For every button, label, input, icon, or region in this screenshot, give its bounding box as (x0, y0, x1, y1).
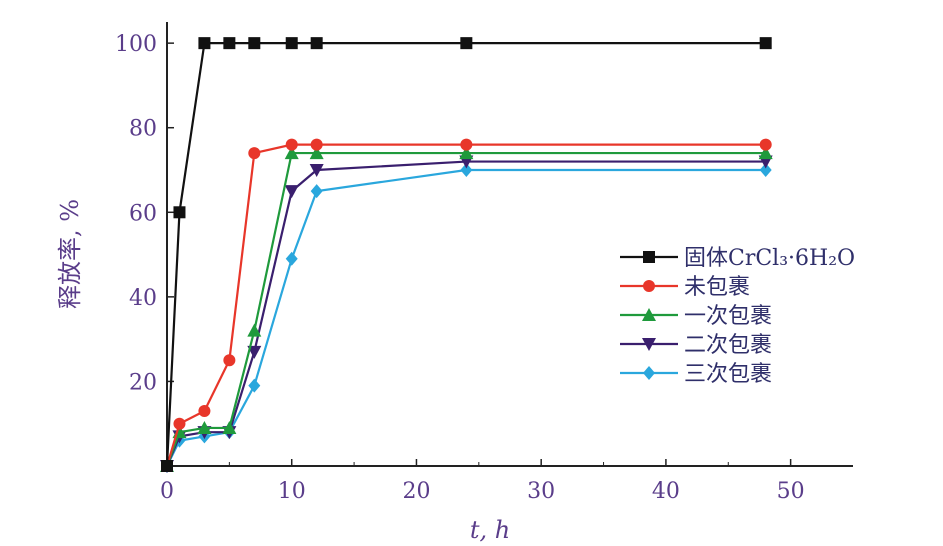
data-point (460, 37, 473, 50)
x-tick-label: 10 (278, 479, 306, 504)
x-tick-label: 20 (402, 479, 430, 504)
y-tick-label: 40 (129, 286, 157, 311)
data-point (759, 138, 772, 151)
data-point (161, 460, 173, 472)
data-point (643, 280, 655, 292)
data-point (310, 184, 323, 199)
data-point (460, 163, 473, 177)
data-point (248, 37, 261, 50)
data-point (643, 251, 655, 263)
series-line (161, 138, 772, 472)
data-point (759, 37, 772, 50)
legend-item: 一次包裹 (620, 304, 772, 329)
data-point (284, 185, 299, 199)
data-point (460, 138, 473, 151)
y-tick-label: 100 (115, 32, 157, 57)
series-layer (160, 37, 773, 473)
data-point (248, 147, 261, 160)
series-line (161, 163, 772, 473)
series-line (161, 37, 772, 472)
data-point (198, 37, 211, 50)
data-point (247, 345, 262, 359)
data-point (643, 366, 655, 380)
data-point (198, 405, 211, 418)
series-path (165, 143, 766, 467)
x-tick-label: 50 (777, 479, 805, 504)
data-point (173, 417, 186, 430)
series-line (160, 155, 773, 473)
data-point (310, 138, 323, 151)
data-point (309, 146, 324, 160)
data-point (285, 37, 298, 50)
data-point (223, 37, 236, 50)
data-point (459, 146, 474, 160)
data-point (285, 251, 298, 266)
legend-item: 未包裹 (620, 275, 750, 300)
data-point (197, 420, 212, 434)
series-line (160, 146, 773, 472)
data-point (223, 354, 236, 367)
data-point (759, 163, 772, 177)
data-point (284, 146, 299, 160)
data-point (248, 378, 261, 393)
data-point (310, 37, 323, 50)
legend-label: 二次包裹 (684, 333, 772, 358)
x-tick-label: 30 (527, 479, 555, 504)
data-point (758, 146, 773, 160)
legend-item: 三次包裹 (620, 362, 772, 387)
data-point (173, 206, 186, 219)
legend-item: 固体CrCl₃·6H₂O (620, 246, 855, 271)
axes: 0 10 20 30 40 50 20 40 60 80 100 (115, 22, 853, 504)
legend-item: 二次包裹 (620, 333, 772, 358)
data-point (285, 138, 298, 151)
data-point (309, 164, 324, 177)
data-point (222, 420, 237, 434)
data-point (247, 323, 262, 337)
y-tick-label: 60 (129, 201, 157, 226)
x-tick-label: 40 (652, 479, 680, 504)
x-tick-label: 0 (160, 479, 174, 504)
series-path (165, 151, 766, 467)
legend-label: 三次包裹 (684, 362, 772, 387)
legend-label: 未包裹 (684, 275, 750, 300)
x-axis-label: t, h (470, 516, 510, 544)
y-axis-label: 释放率, % (56, 199, 84, 309)
legend-label: 固体CrCl₃·6H₂O (684, 246, 855, 271)
series-path (165, 42, 766, 467)
y-tick-label: 80 (129, 117, 157, 142)
data-point (642, 308, 656, 321)
y-tick-label: 20 (129, 370, 157, 395)
legend-label: 一次包裹 (684, 304, 772, 329)
data-point (642, 338, 656, 351)
